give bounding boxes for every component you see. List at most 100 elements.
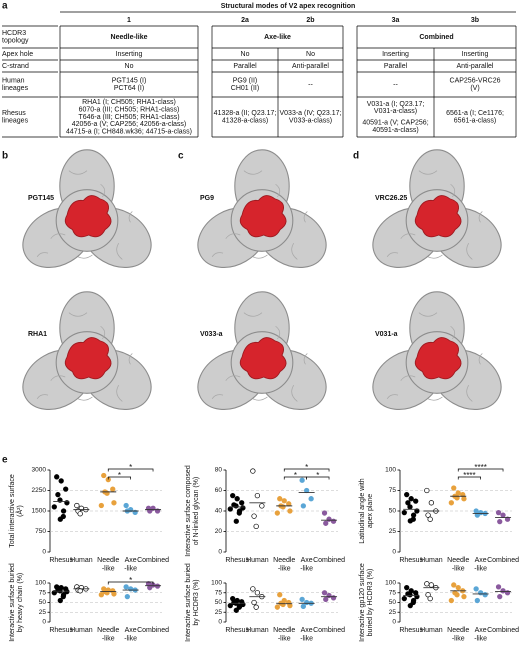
data-point: [500, 588, 506, 594]
data-point: [254, 492, 261, 499]
data-point: [448, 597, 454, 604]
data-point: [233, 607, 239, 613]
x-tick-label: Needle: [273, 627, 295, 634]
data-point: [259, 503, 265, 509]
cell-text: 6070-a (III; CH505; RHA1-class): [79, 107, 180, 114]
column-id: 3a: [392, 17, 400, 24]
data-point: [274, 604, 280, 610]
data-point: [236, 604, 242, 610]
y-axis-label: Interactive surface composed: [185, 465, 192, 557]
data-point: [250, 586, 256, 592]
panel-label: e: [2, 455, 8, 466]
cell-text: 44715-a (I; CH848.wk36; 44715-a-class): [66, 128, 192, 135]
data-point: [277, 592, 283, 598]
y-axis-label: of N-linked glycan (%): [193, 477, 200, 545]
data-point: [455, 490, 461, 496]
data-point: [401, 509, 407, 516]
y-tick-label: 100: [211, 580, 222, 587]
x-tick-label: -like: [300, 565, 313, 572]
data-point: [448, 500, 454, 506]
data-point: [474, 512, 480, 518]
cell-text: Inserting: [462, 51, 489, 58]
data-point: [401, 595, 407, 602]
x-tick-label: Axe: [301, 627, 313, 634]
data-point: [123, 502, 129, 509]
y-tick-label: 0: [42, 549, 46, 556]
data-point: [124, 594, 130, 600]
panel-label: a: [2, 1, 8, 12]
data-point: [455, 585, 461, 591]
data-point: [473, 586, 479, 592]
data-point: [98, 592, 104, 598]
x-tick-label: -like: [102, 565, 115, 572]
structure-image: [362, 291, 512, 422]
y-axis-label: Total interactive surface: [9, 474, 16, 548]
y-tick-label: 100: [35, 580, 46, 587]
data-point: [497, 519, 503, 525]
significance-label: *: [129, 463, 132, 472]
cell-text: Rhesus: [2, 110, 26, 117]
x-tick-label: -like: [278, 565, 291, 572]
data-point: [303, 599, 310, 606]
data-point: [454, 495, 460, 501]
data-point: [451, 485, 457, 491]
y-tick-label: 0: [392, 549, 396, 556]
data-point: [280, 504, 286, 510]
x-tick-label: Human: [246, 627, 269, 634]
data-point: [55, 491, 61, 498]
cell-text: 41328-a-class): [222, 117, 268, 124]
cell-text: V031-a-class): [374, 108, 417, 115]
data-point: [405, 500, 411, 506]
x-tick-label: Axe: [475, 627, 487, 634]
data-point: [321, 510, 328, 516]
data-point: [424, 487, 430, 494]
structure-image: [187, 291, 337, 422]
x-tick-label: Combined: [137, 627, 169, 634]
chart: 0 25 50 75 100 Latitudinal angle with apex pla…: [359, 463, 519, 572]
x-tick-label: -like: [474, 565, 487, 572]
data-point: [408, 496, 414, 502]
data-point: [428, 500, 435, 506]
data-point: [111, 591, 117, 597]
y-tick-label: 750: [35, 528, 46, 535]
topology: Needle-like: [111, 34, 148, 41]
significance-label: *: [294, 471, 297, 480]
data-point: [58, 478, 64, 484]
data-point: [427, 516, 433, 522]
y-tick-label: 25: [389, 609, 397, 616]
data-point: [414, 508, 420, 514]
cell-text: RHA1 (I; CH505; RHA1-class): [82, 99, 176, 106]
cell-text: Human: [2, 78, 25, 85]
x-tick-label: -like: [452, 565, 465, 572]
cell-text: No: [241, 51, 250, 58]
panel-label: b: [2, 151, 8, 162]
cell-text: lineages: [2, 85, 29, 92]
y-tick-label: 2250: [32, 487, 47, 494]
significance-bracket: [457, 476, 481, 480]
y-tick-label: 80: [215, 467, 223, 474]
x-tick-label: Human: [246, 557, 269, 564]
data-point: [60, 594, 66, 600]
significance-label: *: [129, 576, 132, 585]
data-point: [482, 592, 488, 598]
cell-text: 40591-a-class): [372, 127, 418, 134]
y-tick-label: 3000: [32, 467, 47, 474]
x-tick-label: Axe: [301, 557, 313, 564]
cell-text: Parallel: [233, 63, 257, 70]
cell-text: V031-a (I; Q23.17;: [367, 101, 425, 108]
data-point: [299, 477, 305, 483]
cell-text: V033-a-class): [289, 117, 332, 124]
significance-bracket: [306, 476, 330, 480]
y-tick-label: 75: [215, 589, 223, 596]
cell-text: (V): [470, 85, 479, 92]
x-tick-label: Human: [420, 627, 443, 634]
data-point: [404, 585, 410, 591]
data-point: [251, 513, 257, 519]
cell-text: T646-a (III; CH505; RHA1-class): [78, 114, 179, 121]
x-tick-label: Rhesus: [225, 627, 249, 634]
cell-text: PCT64 (I): [114, 85, 144, 92]
y-axis-label: Latitudinal angle with: [359, 478, 366, 543]
data-point: [497, 594, 503, 600]
y-tick-label: 50: [389, 508, 397, 515]
data-point: [233, 518, 239, 524]
